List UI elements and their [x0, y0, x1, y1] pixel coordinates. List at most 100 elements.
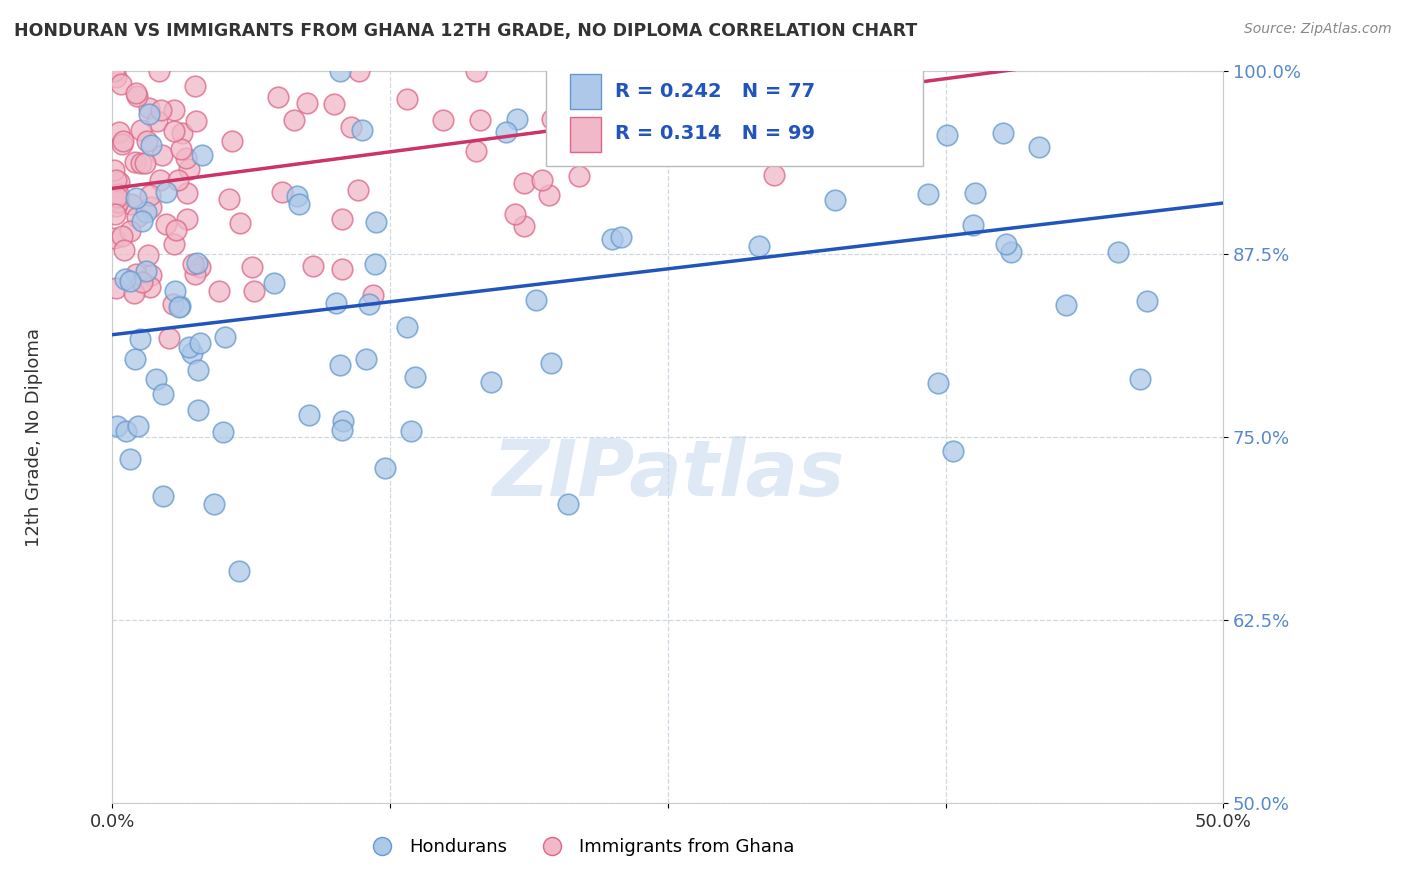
- Point: [129, 332, 152, 346]
- Point: [682, 114, 704, 128]
- Point: [323, 97, 346, 112]
- Point: [600, 231, 623, 245]
- Point: [139, 280, 162, 294]
- Point: [396, 92, 419, 106]
- Point: [530, 173, 553, 187]
- Point: [330, 262, 353, 277]
- Point: [165, 285, 187, 299]
- Point: [503, 207, 526, 221]
- Point: [107, 186, 129, 201]
- Point: [540, 356, 562, 370]
- Point: [214, 330, 236, 344]
- Point: [166, 173, 188, 187]
- Point: [329, 64, 352, 78]
- Point: [103, 163, 125, 178]
- Point: [184, 114, 207, 128]
- Point: [172, 126, 194, 140]
- Point: [108, 176, 131, 190]
- Point: [1107, 244, 1129, 259]
- Point: [557, 497, 579, 511]
- Point: [169, 299, 191, 313]
- Point: [465, 144, 488, 158]
- FancyBboxPatch shape: [546, 57, 924, 167]
- Point: [834, 64, 856, 78]
- Point: [125, 210, 148, 224]
- Point: [1028, 140, 1050, 154]
- Point: [505, 112, 527, 127]
- Point: [495, 124, 517, 138]
- Point: [162, 297, 184, 311]
- Point: [364, 215, 387, 229]
- Point: [146, 114, 169, 128]
- Point: [266, 89, 288, 103]
- Legend: Hondurans, Immigrants from Ghana: Hondurans, Immigrants from Ghana: [356, 830, 801, 863]
- Point: [856, 64, 879, 78]
- Point: [104, 207, 127, 221]
- Point: [111, 229, 134, 244]
- Point: [148, 173, 170, 187]
- Point: [707, 145, 730, 160]
- Point: [124, 352, 146, 367]
- Point: [824, 193, 846, 207]
- Point: [228, 564, 250, 578]
- Point: [184, 267, 207, 281]
- Point: [330, 423, 353, 437]
- Point: [271, 185, 294, 199]
- Point: [136, 248, 159, 262]
- Point: [330, 211, 353, 226]
- Point: [115, 424, 138, 438]
- Point: [105, 189, 128, 203]
- Point: [942, 443, 965, 458]
- Point: [104, 172, 127, 186]
- Point: [927, 376, 949, 390]
- Point: [118, 274, 141, 288]
- Point: [962, 219, 984, 233]
- Point: [465, 64, 488, 78]
- Point: [105, 419, 128, 434]
- Point: [186, 256, 208, 270]
- Point: [1054, 298, 1077, 312]
- Point: [176, 211, 198, 226]
- Point: [229, 216, 252, 230]
- Point: [374, 460, 396, 475]
- Point: [114, 243, 136, 257]
- Point: [347, 64, 370, 78]
- Point: [346, 183, 368, 197]
- Point: [713, 119, 735, 133]
- Bar: [569, 74, 602, 110]
- Point: [120, 197, 142, 211]
- Point: [1000, 244, 1022, 259]
- Point: [991, 126, 1014, 140]
- Point: [163, 236, 186, 251]
- Point: [221, 134, 243, 148]
- Point: [399, 425, 422, 439]
- Point: [295, 95, 318, 110]
- Point: [138, 107, 160, 121]
- Point: [354, 352, 377, 367]
- Point: [211, 425, 233, 439]
- Point: [135, 264, 157, 278]
- Point: [125, 267, 148, 281]
- Point: [105, 281, 128, 295]
- Point: [395, 320, 418, 334]
- Point: [103, 64, 125, 78]
- Point: [177, 162, 200, 177]
- Point: [513, 219, 536, 233]
- Point: [124, 191, 146, 205]
- Point: [157, 331, 180, 345]
- Point: [127, 89, 149, 103]
- Point: [152, 387, 174, 401]
- Point: [218, 193, 240, 207]
- Point: [187, 363, 209, 377]
- Point: [190, 148, 212, 162]
- Point: [131, 214, 153, 228]
- Point: [432, 112, 454, 127]
- Point: [124, 154, 146, 169]
- Point: [170, 142, 193, 156]
- Point: [122, 285, 145, 300]
- Point: [138, 101, 160, 115]
- Text: HONDURAN VS IMMIGRANTS FROM GHANA 12TH GRADE, NO DIPLOMA CORRELATION CHART: HONDURAN VS IMMIGRANTS FROM GHANA 12TH G…: [14, 22, 917, 40]
- Point: [554, 64, 576, 78]
- Point: [357, 296, 380, 310]
- Point: [155, 185, 177, 199]
